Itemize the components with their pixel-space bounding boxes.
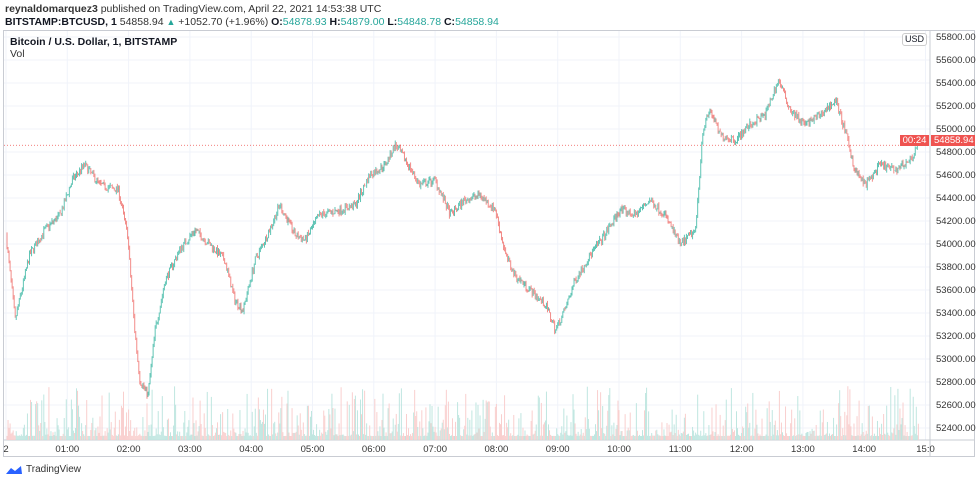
- logo-text: TradingView: [26, 464, 82, 475]
- x-tick-label: 09:00: [546, 444, 570, 455]
- up-arrow-icon: ▲: [166, 17, 176, 27]
- x-tick-label: 08:00: [485, 444, 509, 455]
- chart-frame: [3, 30, 975, 457]
- y-tick-label: 53200.00: [936, 331, 976, 342]
- y-tick-label: 53600.00: [936, 285, 976, 296]
- y-tick-label: 54200.00: [936, 216, 976, 227]
- close-label: C:: [443, 16, 456, 28]
- y-tick-label: 54600.00: [936, 170, 976, 181]
- y-tick-label: 52600.00: [936, 400, 976, 411]
- publish-text: published on TradingView.com, April 22, …: [100, 3, 382, 15]
- chart-title: Bitcoin / U.S. Dollar, 1, BITSTAMP: [10, 36, 178, 48]
- close-value: 54858.94: [455, 16, 499, 28]
- symbol-info: BITSTAMP:BTCUSD, 1 54858.94 ▲ +1052.70 (…: [5, 16, 499, 28]
- y-tick-label: 54800.00: [936, 147, 976, 158]
- open-label: O:: [271, 16, 283, 28]
- tradingview-logo[interactable]: TradingView: [5, 464, 81, 475]
- x-tick-label: 11:00: [669, 444, 692, 455]
- y-tick-label: 53000.00: [936, 354, 976, 365]
- x-tick-label: 06:00: [362, 444, 386, 455]
- currency-button[interactable]: USD: [902, 33, 928, 46]
- y-tick-label: 52800.00: [936, 377, 976, 388]
- last-price: 54858.94: [119, 16, 164, 28]
- x-tick-label: 15:0: [916, 444, 935, 455]
- y-tick-label: 53400.00: [936, 308, 976, 319]
- x-tick-label: 10:00: [607, 444, 631, 455]
- y-tick-label: 54400.00: [936, 193, 976, 204]
- x-tick-label: 03:00: [178, 444, 202, 455]
- y-tick-label: 54000.00: [936, 239, 976, 250]
- high-label: H:: [329, 16, 341, 28]
- x-tick-label: 2: [3, 444, 8, 455]
- y-tick-label: 55800.00: [936, 32, 976, 43]
- author[interactable]: reynaldomarquez3: [5, 3, 98, 15]
- last-price-value: 54858.94: [934, 135, 974, 146]
- x-tick-label: 13:00: [791, 444, 815, 455]
- price-change: +1052.70 (+1.96%): [178, 16, 269, 28]
- x-tick-label: 04:00: [239, 444, 263, 455]
- y-tick-label: 55200.00: [936, 101, 976, 112]
- bar-countdown: 00:24: [900, 135, 929, 146]
- tradingview-logo-icon: [6, 465, 22, 474]
- volume-label: Vol: [10, 48, 25, 60]
- x-tick-label: 05:00: [301, 444, 325, 455]
- x-tick-label: 12:00: [730, 444, 754, 455]
- y-tick-label: 55400.00: [936, 78, 976, 89]
- low-label: L:: [387, 16, 398, 28]
- publish-info: reynaldomarquez3 published on TradingVie…: [5, 3, 381, 15]
- x-tick-label: 02:00: [117, 444, 141, 455]
- y-tick-label: 55600.00: [936, 55, 976, 66]
- x-tick-label: 07:00: [423, 444, 447, 455]
- symbol: BITSTAMP:BTCUSD, 1: [5, 16, 117, 28]
- y-tick-label: 55000.00: [936, 124, 976, 135]
- x-tick-label: 01:00: [55, 444, 79, 455]
- y-tick-label: 53800.00: [936, 262, 976, 273]
- last-price-label: 54858.94: [931, 135, 975, 146]
- open-value: 54878.93: [282, 16, 327, 28]
- high-value: 54879.00: [340, 16, 385, 28]
- low-value: 54848.78: [397, 16, 442, 28]
- x-tick-label: 14:00: [852, 444, 876, 455]
- y-tick-label: 52400.00: [936, 423, 976, 434]
